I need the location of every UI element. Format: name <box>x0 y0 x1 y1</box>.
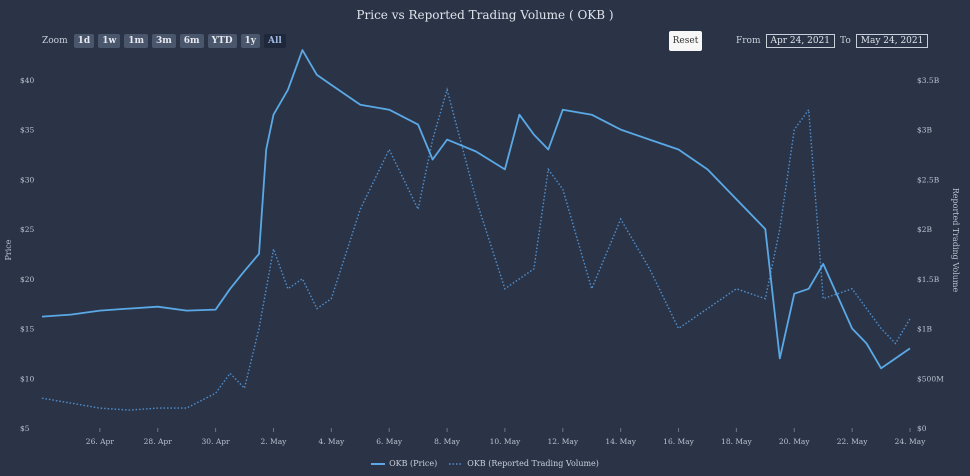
from-label: From <box>736 36 761 46</box>
x-tick-label: 26. Apr <box>86 437 115 446</box>
series-line-price <box>41 49 911 370</box>
legend-item-price[interactable]: OKB (Price) <box>371 459 437 468</box>
chart-title: Price vs Reported Trading Volume ( OKB ) <box>356 8 614 22</box>
x-tick-label: 8. May <box>434 437 461 446</box>
x-tick-label: 6. May <box>376 437 403 446</box>
reset-button[interactable]: Reset <box>669 31 702 51</box>
left-tick-label: $5 <box>20 424 30 433</box>
left-tick-label: $30 <box>20 175 35 184</box>
right-tick-label: $1.5B <box>917 275 940 284</box>
left-tick-label: $10 <box>20 374 35 383</box>
x-tick-label: 18. May <box>721 437 752 446</box>
chart-legend: OKB (Price) OKB (Reported Trading Volume… <box>0 459 970 468</box>
y-axis-title-right: Reported Trading Volume <box>951 188 960 293</box>
legend-label-price: OKB (Price) <box>389 459 438 468</box>
x-tick-label: 10. May <box>490 437 521 446</box>
zoom-all-button[interactable]: All <box>264 34 286 48</box>
y-axis-title-left: Price <box>4 239 13 260</box>
legend-label-volume: OKB (Reported Trading Volume) <box>467 459 599 468</box>
date-range: From Apr 24, 2021 To May 24, 2021 <box>736 34 929 48</box>
left-tick-label: $40 <box>20 76 35 85</box>
right-tick-label: $2.5B <box>917 175 940 184</box>
left-tick-label: $35 <box>20 126 35 135</box>
left-tick-label: $25 <box>20 225 35 234</box>
x-tick-label: 30. Apr <box>202 437 231 446</box>
series-line-volume <box>41 87 911 411</box>
to-label: To <box>840 36 851 46</box>
right-tick-label: $3.5B <box>917 76 940 85</box>
zoom-ytd-button[interactable]: YTD <box>207 34 237 48</box>
left-tick-label: $15 <box>20 325 35 334</box>
x-tick-label: 28. Apr <box>144 437 173 446</box>
x-tick-label: 20. May <box>779 437 810 446</box>
zoom-1y-button[interactable]: 1y <box>240 34 261 48</box>
x-tick-label: 24. May <box>895 437 926 446</box>
x-tick-label: 4. May <box>318 437 345 446</box>
zoom-6m-button[interactable]: 6m <box>179 34 204 48</box>
zoom-1m-button[interactable]: 1m <box>124 34 148 48</box>
zoom-1w-button[interactable]: 1w <box>98 34 121 48</box>
right-tick-label: $2B <box>917 225 933 234</box>
x-axis: 26. Apr 28. Apr 30. Apr 2. May 4. May 6. May 8… <box>86 428 926 446</box>
right-tick-label: $0 <box>917 424 927 433</box>
right-tick-label: $500M <box>917 374 944 383</box>
right-tick-label: $3B <box>917 126 933 135</box>
right-axis: $0 $500M $1B $1.5B $2B $2.5B $3B $3.5B <box>917 76 944 433</box>
legend-item-volume[interactable]: OKB (Reported Trading Volume) <box>449 459 599 468</box>
legend-swatch-price <box>371 462 386 465</box>
left-axis: $5 $10 $15 $20 $25 $30 $35 $40 <box>20 76 35 433</box>
legend-swatch-volume <box>449 462 464 465</box>
zoom-controls: Zoom 1d 1w 1m 3m 6m YTD 1y All <box>42 34 286 48</box>
left-tick-label: $20 <box>20 275 35 284</box>
x-tick-label: 2. May <box>260 437 287 446</box>
x-tick-label: 14. May <box>605 437 636 446</box>
zoom-1d-button[interactable]: 1d <box>73 34 95 48</box>
x-tick-label: 22. May <box>837 437 868 446</box>
x-tick-label: 12. May <box>547 437 578 446</box>
right-tick-label: $1B <box>917 325 933 334</box>
from-date-input[interactable]: Apr 24, 2021 <box>765 34 836 48</box>
zoom-label: Zoom <box>42 36 68 46</box>
zoom-3m-button[interactable]: 3m <box>152 34 176 48</box>
x-tick-label: 16. May <box>663 437 694 446</box>
to-date-input[interactable]: May 24, 2021 <box>855 34 929 48</box>
